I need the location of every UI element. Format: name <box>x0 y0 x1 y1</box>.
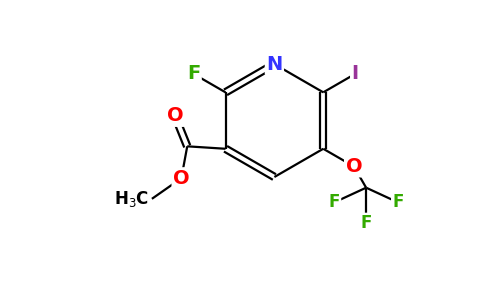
Text: O: O <box>166 106 183 125</box>
Text: I: I <box>351 64 359 83</box>
Text: H$_3$C: H$_3$C <box>114 189 150 209</box>
Text: F: F <box>361 214 372 232</box>
Text: F: F <box>187 64 200 83</box>
Text: N: N <box>266 55 283 74</box>
Text: O: O <box>346 157 362 176</box>
Text: F: F <box>393 194 404 211</box>
Text: O: O <box>173 169 190 188</box>
Text: F: F <box>329 194 340 211</box>
